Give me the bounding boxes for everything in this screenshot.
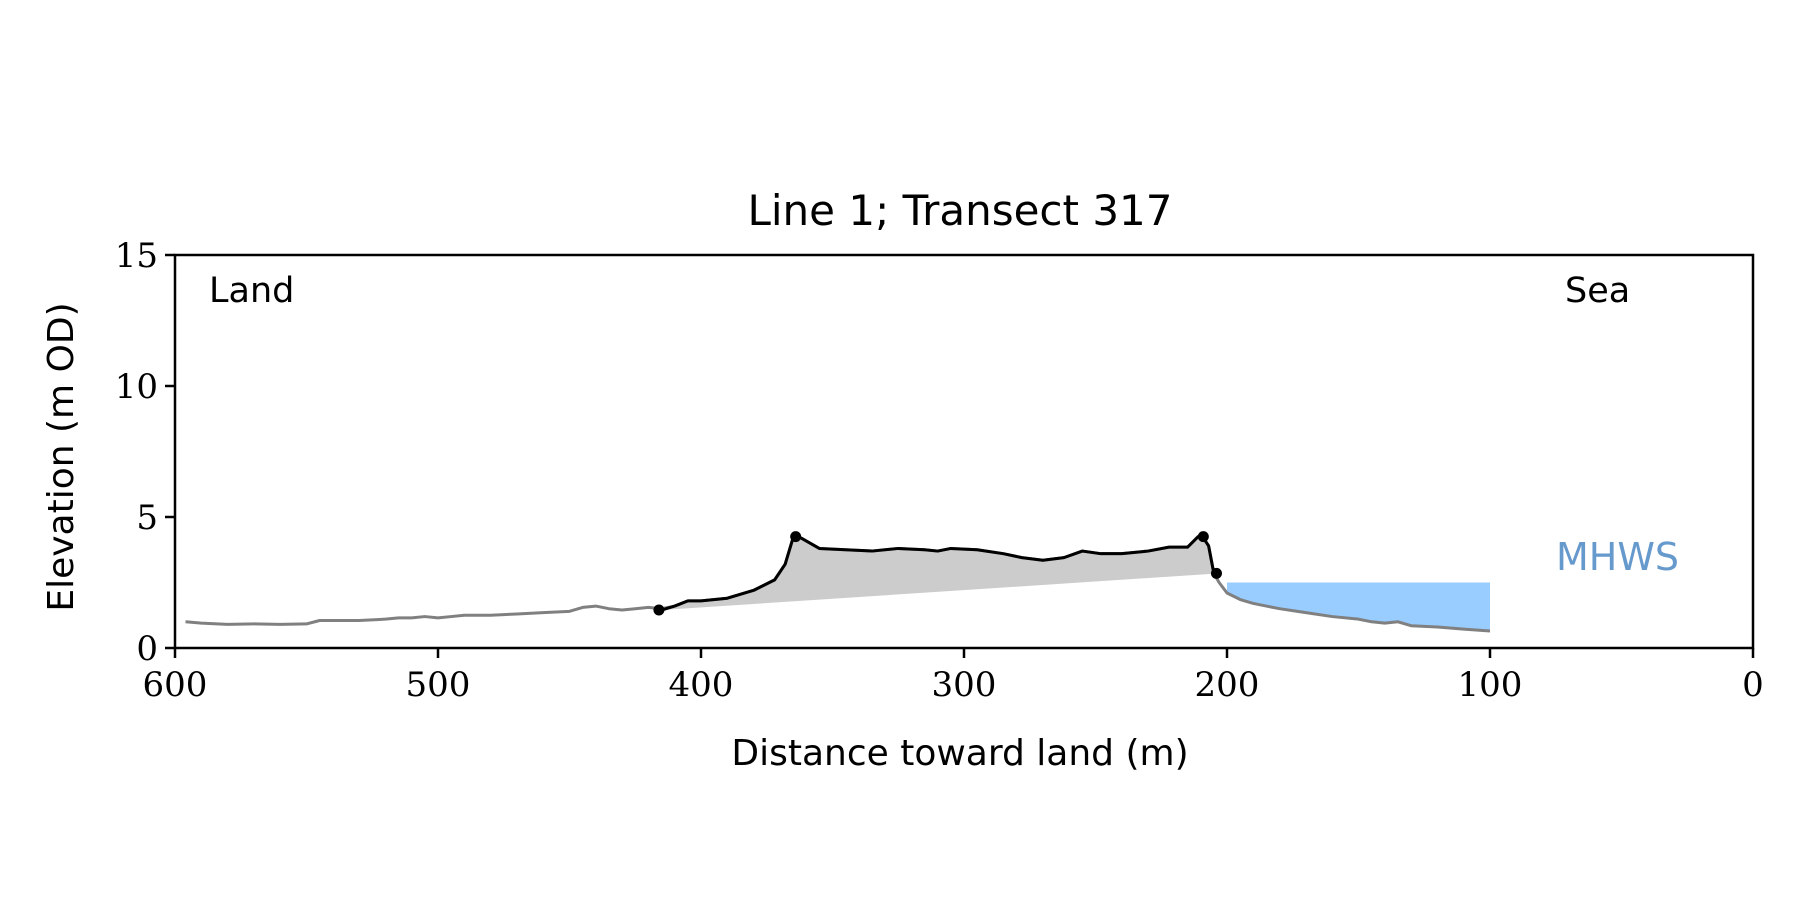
y-tick-label: 10 <box>115 367 158 407</box>
y-tick-label: 0 <box>136 629 158 669</box>
x-tick-label: 200 <box>1195 665 1260 705</box>
dune-line <box>661 535 1220 612</box>
land-label: Land <box>209 271 294 311</box>
y-axis-label: Elevation (m OD) <box>41 302 82 611</box>
chart-title: Line 1; Transect 317 <box>747 186 1172 235</box>
x-tick-label: 0 <box>1742 665 1764 705</box>
x-tick-label: 500 <box>406 665 471 705</box>
plot-area <box>185 531 1491 633</box>
dune-marker <box>790 531 802 543</box>
axis-ticks: 600 500 400 300 200 100 0 15 10 5 0 <box>115 236 1764 705</box>
y-tick-label: 5 <box>136 498 158 538</box>
y-tick-label: 15 <box>115 236 158 276</box>
x-tick-label: 300 <box>932 665 997 705</box>
mhws-water-fill <box>1227 582 1490 631</box>
x-tick-label: 600 <box>143 665 208 705</box>
sea-label: Sea <box>1565 271 1630 311</box>
dune-marker <box>1197 531 1209 543</box>
dune-marker <box>653 604 665 616</box>
x-axis-label: Distance toward land (m) <box>731 733 1188 774</box>
dune-marker <box>1210 567 1222 579</box>
mhws-label: MHWS <box>1556 535 1679 579</box>
x-tick-label: 100 <box>1458 665 1523 705</box>
x-tick-label: 400 <box>669 665 734 705</box>
dune-fill <box>661 536 1220 611</box>
